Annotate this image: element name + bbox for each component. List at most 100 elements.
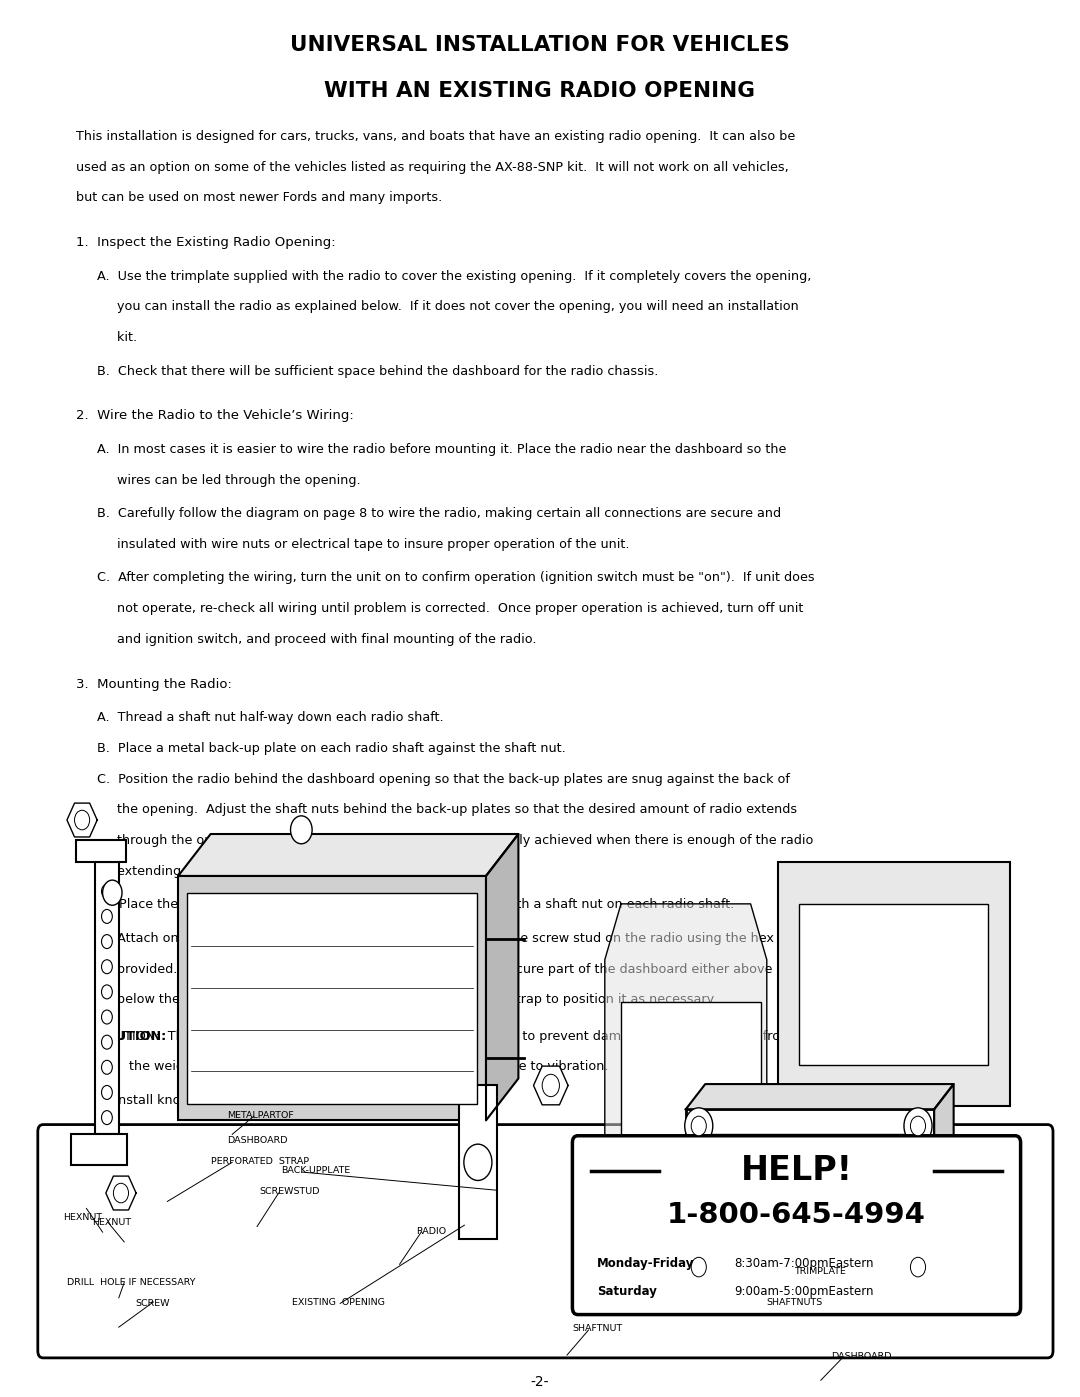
Polygon shape	[67, 803, 97, 837]
Circle shape	[291, 816, 312, 844]
Text: METALPARTOF: METALPARTOF	[227, 1111, 294, 1119]
Ellipse shape	[102, 1060, 112, 1074]
Circle shape	[910, 1116, 926, 1136]
Circle shape	[904, 1249, 932, 1285]
Text: Monday-Friday: Monday-Friday	[597, 1257, 694, 1270]
Ellipse shape	[102, 1111, 112, 1125]
Text: the weight of the radio or improper operation of the radio due to vibration.: the weight of the radio or improper oper…	[97, 1060, 609, 1073]
Ellipse shape	[102, 884, 112, 898]
Polygon shape	[605, 904, 767, 1267]
Ellipse shape	[102, 1085, 112, 1099]
Text: C.  After completing the wiring, turn the unit on to confirm operation (ignition: C. After completing the wiring, turn the…	[97, 571, 814, 584]
Text: DASHBOARD: DASHBOARD	[832, 1352, 892, 1361]
Text: but can be used on most newer Fords and many imports.: but can be used on most newer Fords and …	[76, 191, 442, 204]
Text: SCREW: SCREW	[135, 1299, 170, 1308]
Bar	[178, 876, 486, 1120]
Circle shape	[691, 1116, 706, 1136]
Text: SHAFTNUTS: SHAFTNUTS	[767, 1298, 823, 1306]
Polygon shape	[934, 1084, 954, 1284]
FancyBboxPatch shape	[38, 1125, 1053, 1358]
Text: 3.  Mounting the Radio:: 3. Mounting the Radio:	[76, 678, 231, 690]
Text: C.  Position the radio behind the dashboard opening so that the back-up plates a: C. Position the radio behind the dashboa…	[97, 773, 791, 785]
Bar	[76, 840, 126, 862]
Ellipse shape	[102, 960, 112, 974]
Polygon shape	[486, 834, 518, 1120]
FancyBboxPatch shape	[572, 1136, 1021, 1315]
Circle shape	[463, 1144, 492, 1180]
Text: through the opening.  If possible, the best appearance is usually achieved when : through the opening. If possible, the be…	[97, 834, 813, 847]
Text: 1.  Inspect the Existing Radio Opening:: 1. Inspect the Existing Radio Opening:	[76, 236, 335, 249]
Text: CAUTION:  The rear of the radio must be supported with the strap to prevent dama: CAUTION: The rear of the radio must be s…	[97, 1030, 793, 1042]
Text: B.  Check that there will be sufficient space behind the dashboard for the radio: B. Check that there will be sufficient s…	[97, 365, 659, 377]
Text: This installation is designed for cars, trucks, vans, and boats that have an exi: This installation is designed for cars, …	[76, 130, 795, 142]
Bar	[459, 1085, 497, 1239]
Text: below the radio using the screw and nut provided.  Bend the strap to position it: below the radio using the screw and nut …	[97, 993, 716, 1006]
Text: and ignition switch, and proceed with final mounting of the radio.: and ignition switch, and proceed with fi…	[97, 633, 537, 645]
Circle shape	[103, 880, 122, 905]
Bar	[71, 1134, 127, 1165]
Text: HEXNUT: HEXNUT	[92, 1218, 131, 1227]
Text: DASHBOARD: DASHBOARD	[227, 1136, 287, 1144]
Text: you can install the radio as explained below.  If it does not cover the opening,: you can install the radio as explained b…	[97, 300, 799, 313]
Text: not operate, re-check all wiring until problem is corrected.  Once proper operat: not operate, re-check all wiring until p…	[97, 602, 804, 615]
Text: extending to be flush with the front of the trimplate.: extending to be flush with the front of …	[97, 865, 453, 877]
Text: insulated with wire nuts or electrical tape to insure proper operation of the un: insulated with wire nuts or electrical t…	[97, 538, 630, 550]
Polygon shape	[686, 1084, 954, 1109]
Ellipse shape	[102, 1035, 112, 1049]
Polygon shape	[534, 1066, 568, 1105]
Text: WITH AN EXISTING RADIO OPENING: WITH AN EXISTING RADIO OPENING	[324, 81, 756, 101]
Text: D.  Place the trimplate over the front of the radio and secure it with a shaft n: D. Place the trimplate over the front of…	[97, 898, 734, 911]
Circle shape	[910, 1257, 926, 1277]
Ellipse shape	[102, 909, 112, 923]
Circle shape	[685, 1249, 713, 1285]
Bar	[799, 904, 988, 1065]
Text: TRIMPLATE: TRIMPLATE	[794, 1267, 846, 1275]
Circle shape	[685, 1108, 713, 1144]
Text: provided.  Fasten the other end of the perforated strap to a secure part of the : provided. Fasten the other end of the pe…	[97, 963, 789, 975]
Text: 9:00am-5:00pmEastern: 9:00am-5:00pmEastern	[734, 1285, 874, 1298]
Circle shape	[904, 1108, 932, 1144]
Text: Saturday: Saturday	[597, 1285, 657, 1298]
Text: CAUTION:: CAUTION:	[97, 1030, 166, 1042]
Text: -2-: -2-	[530, 1375, 550, 1389]
Polygon shape	[106, 1176, 136, 1210]
Circle shape	[691, 1257, 706, 1277]
Text: PERFORATED  STRAP: PERFORATED STRAP	[211, 1157, 309, 1165]
Text: BACK-UPPLATE: BACK-UPPLATE	[281, 1166, 350, 1175]
Text: EXISTING  OPENING: EXISTING OPENING	[292, 1298, 384, 1306]
Text: HELP!: HELP!	[741, 1154, 852, 1187]
Ellipse shape	[102, 985, 112, 999]
Bar	[686, 1109, 934, 1284]
Text: A.  Thread a shaft nut half-way down each radio shaft.: A. Thread a shaft nut half-way down each…	[97, 711, 444, 724]
Text: RADIO: RADIO	[416, 1227, 446, 1235]
Text: UNIVERSAL INSTALLATION FOR VEHICLES: UNIVERSAL INSTALLATION FOR VEHICLES	[291, 35, 789, 54]
Circle shape	[542, 1074, 559, 1097]
Text: B.  Carefully follow the diagram on page 8 to wire the radio, making certain all: B. Carefully follow the diagram on page …	[97, 507, 781, 520]
Text: SHAFTNUT: SHAFTNUT	[572, 1324, 623, 1333]
Text: B.  Place a metal back-up plate on each radio shaft against the shaft nut.: B. Place a metal back-up plate on each r…	[97, 742, 566, 754]
Text: the opening.  Adjust the shaft nuts behind the back-up plates so that the desire: the opening. Adjust the shaft nuts behin…	[97, 803, 797, 816]
Text: DRILL  HOLE IF NECESSARY: DRILL HOLE IF NECESSARY	[67, 1278, 195, 1287]
Circle shape	[113, 1183, 129, 1203]
Text: A.  In most cases it is easier to wire the radio before mounting it. Place the r: A. In most cases it is easier to wire th…	[97, 443, 786, 455]
Bar	[778, 862, 1010, 1106]
Text: 8:30am-7:00pmEastern: 8:30am-7:00pmEastern	[734, 1257, 874, 1270]
Text: 1-800-645-4994: 1-800-645-4994	[667, 1201, 926, 1229]
Text: 2.  Wire the Radio to the Vehicle’s Wiring:: 2. Wire the Radio to the Vehicle’s Wirin…	[76, 409, 353, 422]
Text: used as an option on some of the vehicles listed as requiring the AX-88-SNP kit.: used as an option on some of the vehicle…	[76, 161, 788, 173]
Bar	[187, 893, 477, 1104]
Polygon shape	[178, 834, 518, 876]
Ellipse shape	[102, 1010, 112, 1024]
Bar	[705, 1134, 915, 1259]
Text: E.  Attach one end of the perforated support strap (supplied) to the screw stud : E. Attach one end of the perforated supp…	[97, 932, 799, 944]
Text: SCREWSTUD: SCREWSTUD	[259, 1187, 320, 1196]
Text: kit.: kit.	[97, 331, 137, 344]
Ellipse shape	[102, 935, 112, 949]
Bar	[95, 862, 119, 1134]
Bar	[621, 1002, 761, 1183]
Text: HEXNUT: HEXNUT	[63, 1213, 102, 1221]
Text: F.  Install knobs on radio shafts.: F. Install knobs on radio shafts.	[97, 1094, 299, 1106]
Circle shape	[75, 810, 90, 830]
Text: A.  Use the trimplate supplied with the radio to cover the existing opening.  If: A. Use the trimplate supplied with the r…	[97, 270, 811, 282]
Text: wires can be led through the opening.: wires can be led through the opening.	[97, 474, 361, 486]
